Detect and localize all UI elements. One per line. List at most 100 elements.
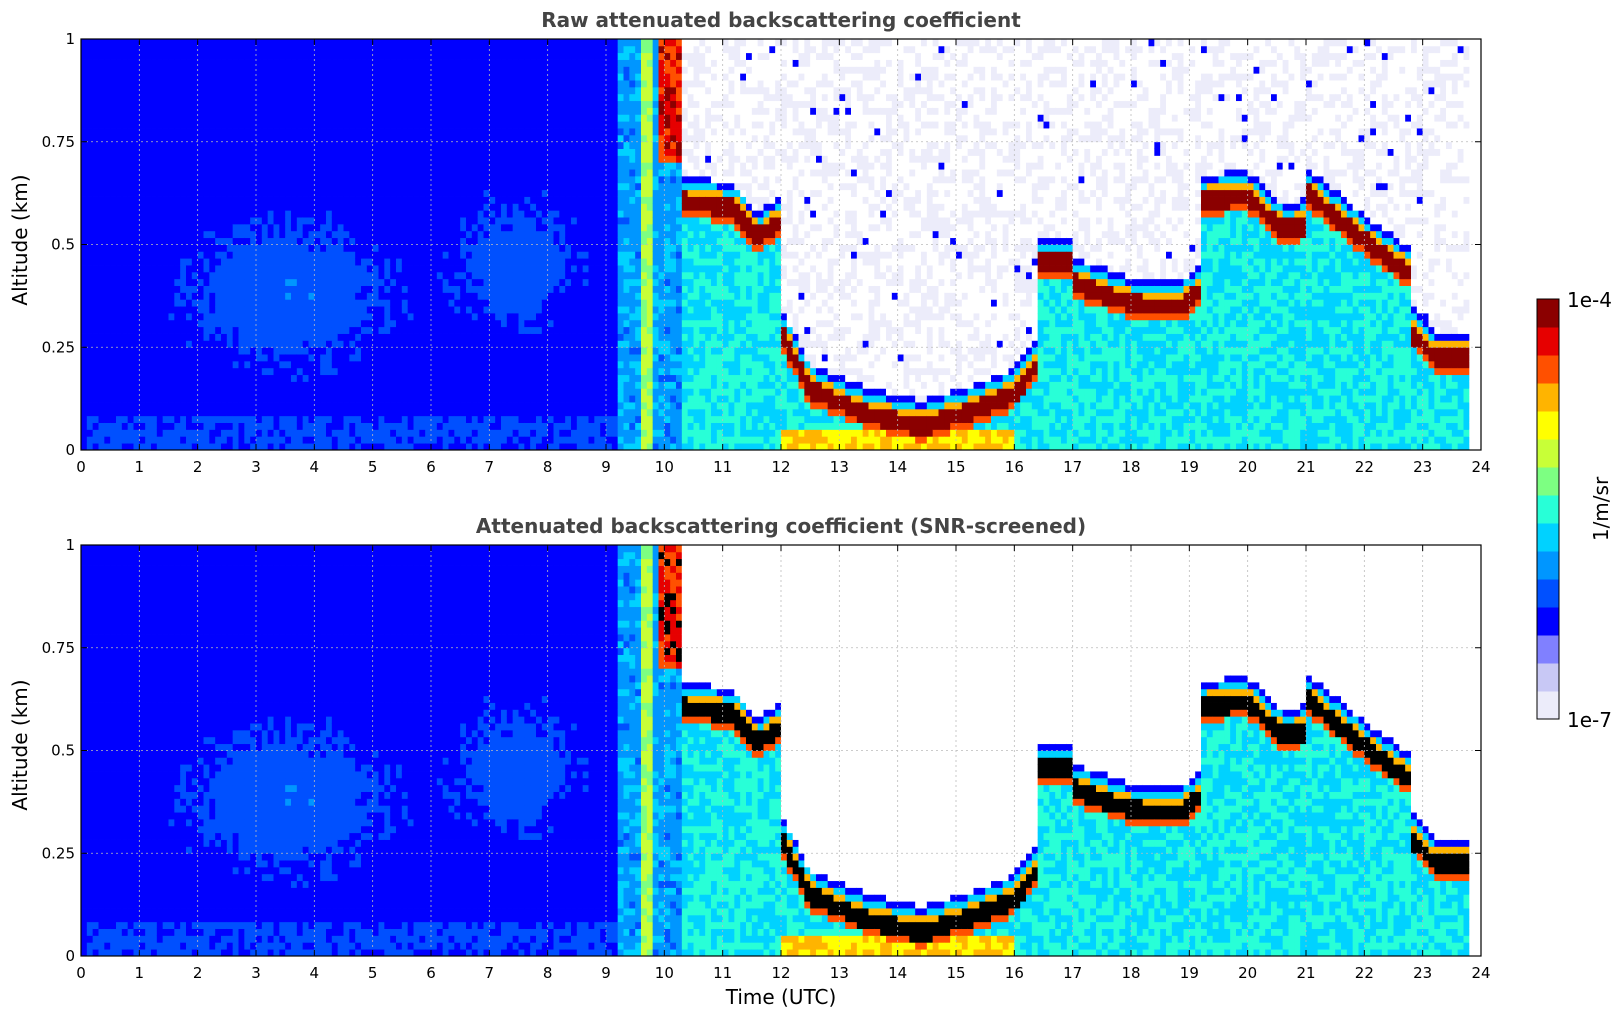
heatmap-cell — [349, 162, 355, 169]
heatmap-cell — [559, 162, 565, 169]
heatmap-cell — [554, 429, 560, 436]
heatmap-cell — [472, 142, 478, 149]
heatmap-cell — [519, 395, 525, 402]
heatmap-cell — [425, 217, 431, 224]
heatmap-cell — [355, 251, 361, 258]
heatmap-cell — [145, 60, 151, 67]
heatmap-cell — [408, 265, 414, 272]
heatmap-cell — [93, 197, 99, 204]
heatmap-cell — [460, 169, 466, 176]
heatmap-cell — [548, 190, 554, 197]
heatmap-cell — [116, 53, 122, 60]
heatmap-cell — [297, 313, 303, 320]
heatmap-cell — [215, 60, 221, 67]
heatmap-cell — [536, 101, 542, 108]
heatmap-cell — [274, 299, 280, 306]
heatmap-cell — [250, 80, 256, 87]
heatmap-cell — [396, 135, 402, 142]
heatmap-cell — [559, 238, 565, 245]
heatmap-cell — [215, 251, 221, 258]
heatmap-cell — [268, 121, 274, 128]
heatmap-cell — [425, 169, 431, 176]
heatmap-cell — [151, 375, 157, 382]
heatmap-cell — [157, 251, 163, 258]
heatmap-cell — [513, 361, 519, 368]
heatmap-cell — [204, 203, 210, 210]
heatmap-cell — [355, 272, 361, 279]
heatmap-cell — [478, 334, 484, 341]
heatmap-cell — [513, 128, 519, 135]
heatmap-cell — [536, 162, 542, 169]
heatmap-cell — [414, 327, 420, 334]
heatmap-cell — [478, 39, 484, 46]
heatmap-cell — [344, 340, 350, 347]
heatmap-cell — [384, 375, 390, 382]
heatmap-cell — [396, 272, 402, 279]
heatmap-cell — [379, 313, 385, 320]
heatmap-cell — [204, 402, 210, 409]
heatmap-cell — [379, 238, 385, 245]
heatmap-cell — [151, 423, 157, 430]
heatmap-cell — [513, 190, 519, 197]
heatmap-cell — [134, 87, 140, 94]
heatmap-cell — [425, 80, 431, 87]
heatmap-cell — [419, 108, 425, 115]
heatmap-cell — [239, 210, 245, 217]
heatmap-cell — [186, 388, 192, 395]
heatmap-cell — [309, 87, 315, 94]
heatmap-cell — [198, 265, 204, 272]
heatmap-cell — [285, 176, 291, 183]
heatmap-cell — [332, 60, 338, 67]
heatmap-cell — [250, 443, 256, 450]
heatmap-cell — [314, 368, 320, 375]
heatmap-cell — [244, 203, 250, 210]
heatmap-cell — [110, 87, 116, 94]
heatmap-cell — [524, 87, 530, 94]
heatmap-cell — [559, 258, 565, 265]
heatmap-cell — [519, 347, 525, 354]
heatmap-cell — [239, 327, 245, 334]
heatmap-cell — [110, 197, 116, 204]
heatmap-cell — [338, 203, 344, 210]
heatmap-cell — [192, 320, 198, 327]
heatmap-cell — [408, 108, 414, 115]
heatmap-cell — [116, 128, 122, 135]
heatmap-cell — [425, 436, 431, 443]
heatmap-cell — [198, 155, 204, 162]
heatmap-cell — [507, 73, 513, 80]
heatmap-cell — [542, 87, 548, 94]
heatmap-cell — [349, 245, 355, 252]
heatmap-cell — [419, 46, 425, 53]
heatmap-cell — [134, 210, 140, 217]
heatmap-cell — [215, 265, 221, 272]
heatmap-cell — [209, 39, 215, 46]
heatmap-cell — [134, 313, 140, 320]
heatmap-cell — [244, 265, 250, 272]
heatmap-cell — [297, 402, 303, 409]
heatmap-cell — [414, 176, 420, 183]
heatmap-cell — [501, 210, 507, 217]
heatmap-cell — [478, 279, 484, 286]
heatmap-cell — [384, 135, 390, 142]
heatmap-cell — [355, 286, 361, 293]
heatmap-cell — [134, 128, 140, 135]
heatmap-cell — [221, 368, 227, 375]
heatmap-cell — [472, 245, 478, 252]
heatmap-cell — [268, 395, 274, 402]
heatmap-cell — [262, 347, 268, 354]
heatmap-cell — [291, 39, 297, 46]
heatmap-cell — [297, 347, 303, 354]
heatmap-cell — [408, 53, 414, 60]
heatmap-cell — [233, 245, 239, 252]
heatmap-cell — [425, 135, 431, 142]
heatmap-cell — [174, 354, 180, 361]
heatmap-cell — [151, 320, 157, 327]
heatmap-cell — [134, 217, 140, 224]
heatmap-cell — [314, 114, 320, 121]
heatmap-cell — [408, 101, 414, 108]
heatmap-cell — [221, 251, 227, 258]
heatmap-cell — [239, 313, 245, 320]
heatmap-cell — [384, 87, 390, 94]
heatmap-cell — [431, 231, 437, 238]
heatmap-cell — [174, 169, 180, 176]
